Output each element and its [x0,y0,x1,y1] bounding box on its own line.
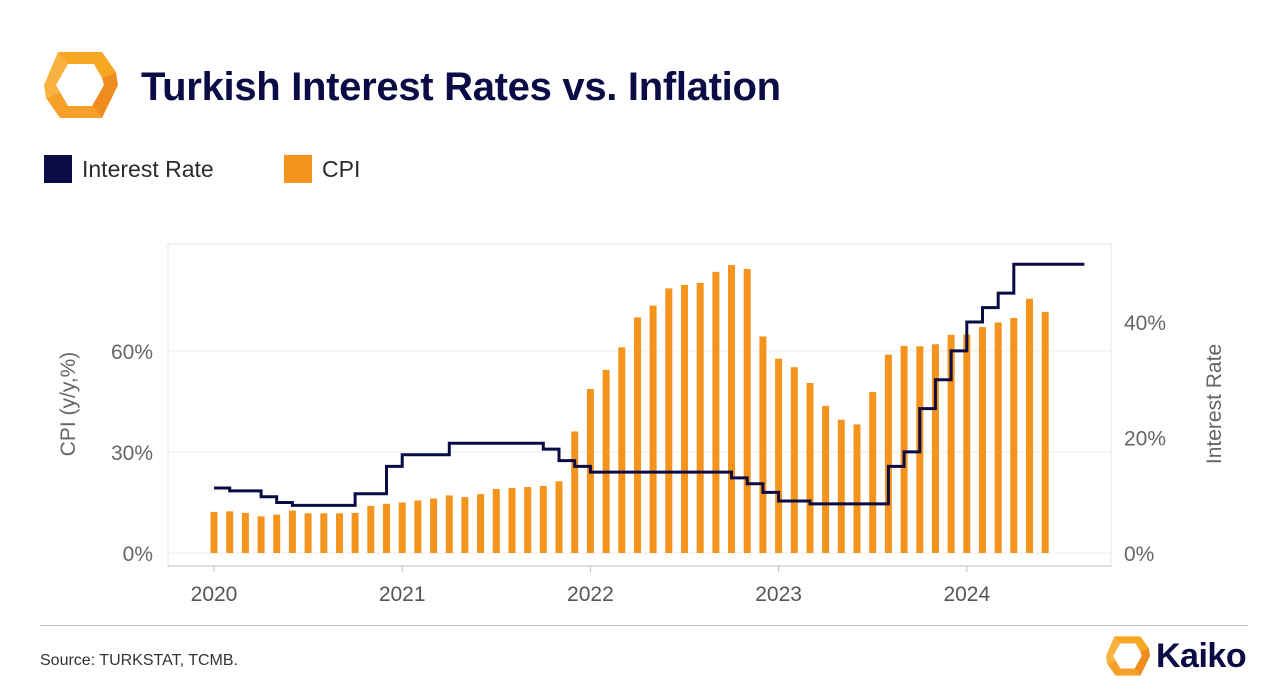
y-right-tick-label: 40% [1124,312,1166,335]
cpi-bar [336,513,343,553]
cpi-bar [712,271,720,553]
cpi-bar [853,424,861,553]
legend-swatch-interest-rate [44,155,72,183]
footer-divider [40,625,1248,626]
cpi-bar [477,494,485,553]
y-left-tick-label: 0% [123,543,153,566]
y-left-tick-label: 60% [111,341,153,364]
cpi-bar [304,513,312,553]
cpi-bar [696,283,704,553]
cpi-bar [884,354,892,553]
cpi-bar [508,488,516,553]
cpi-bar [445,495,453,553]
cpi-bar [649,305,657,553]
cpi-bar [461,497,469,553]
cpi-bar [806,383,814,553]
source-note: Source: TURKSTAT, TCMB. [40,652,238,669]
cpi-bar [869,392,877,553]
cpi-bar [273,514,281,553]
cpi-bar [634,317,641,553]
y-right-tick-label: 20% [1124,428,1166,451]
cpi-bar [759,336,767,553]
cpi-bar [728,265,735,553]
x-tick-label: 2024 [943,583,990,606]
chart-area: 2020 2021 2022 2023 2024 0% 30% 60% 0% 20% 40% CPI… [57,243,1226,606]
y-axis-left-label: CPI (y/y,%) [57,352,80,457]
cpi-bar [524,487,532,553]
cpi-bar [775,358,783,553]
x-tick-label: 2022 [567,583,614,606]
x-tick-label: 2020 [191,583,238,606]
brand-name: Kaiko [1156,636,1247,675]
cpi-bar [571,431,579,553]
cpi-bar [226,511,234,553]
cpi-bar [931,344,939,553]
cpi-bar [398,502,406,553]
y-left-tick-label: 30% [111,442,153,465]
cpi-bar [900,345,908,553]
kaiko-logo-icon [1106,636,1150,676]
x-tick-label: 2021 [379,583,426,606]
cpi-bar [837,419,845,553]
cpi-bar [665,288,673,553]
cpi-bar [1041,311,1049,553]
cpi-bar [790,367,798,553]
y-axis-right-label: Interest Rate [1203,344,1226,464]
tick-labels: 2020 2021 2022 2023 2024 0% 30% 60% 0% 20% 40% [111,312,1166,606]
cpi-bar [743,268,751,553]
cpi-bar [979,327,986,553]
cpi-bar [241,512,249,553]
cpi-bar [351,512,359,553]
legend-swatch-cpi [284,155,312,183]
cpi-bar [1010,318,1018,553]
interest-rate-step-line [214,262,1085,507]
cpi-bar [994,322,1002,553]
interest-rate-line [214,262,1085,507]
cpi-bar [320,513,328,553]
legend-item-cpi[interactable]: CPI [284,155,360,183]
cpi-bar [414,500,422,553]
legend-label-interest-rate: Interest Rate [82,155,214,182]
legend-item-interest-rate[interactable]: Interest Rate [44,155,214,183]
cpi-bar [963,334,971,553]
kaiko-logo-icon [44,52,118,118]
chart-title: Turkish Interest Rates vs. Inflation [141,65,781,109]
legend-label-cpi: CPI [322,155,361,182]
x-tick-label: 2023 [755,583,802,606]
cpi-bar [681,285,688,553]
cpi-bar [1026,298,1033,553]
cpi-bar [210,511,218,553]
cpi-bars [210,265,1049,553]
cpi-bar [383,503,390,553]
cpi-bar [539,486,547,553]
cpi-bar [430,498,438,553]
cpi-bar [367,505,375,553]
cpi-bar [947,334,955,553]
brand-footer: Kaiko [1106,636,1247,676]
cpi-bar [492,489,500,553]
cpi-bar [288,510,296,553]
y-right-tick-label: 0% [1124,543,1154,566]
cpi-bar [602,369,610,553]
cpi-bar [618,347,626,553]
cpi-bar [555,481,563,553]
cpi-bar [257,516,265,553]
cpi-bar [822,405,830,553]
